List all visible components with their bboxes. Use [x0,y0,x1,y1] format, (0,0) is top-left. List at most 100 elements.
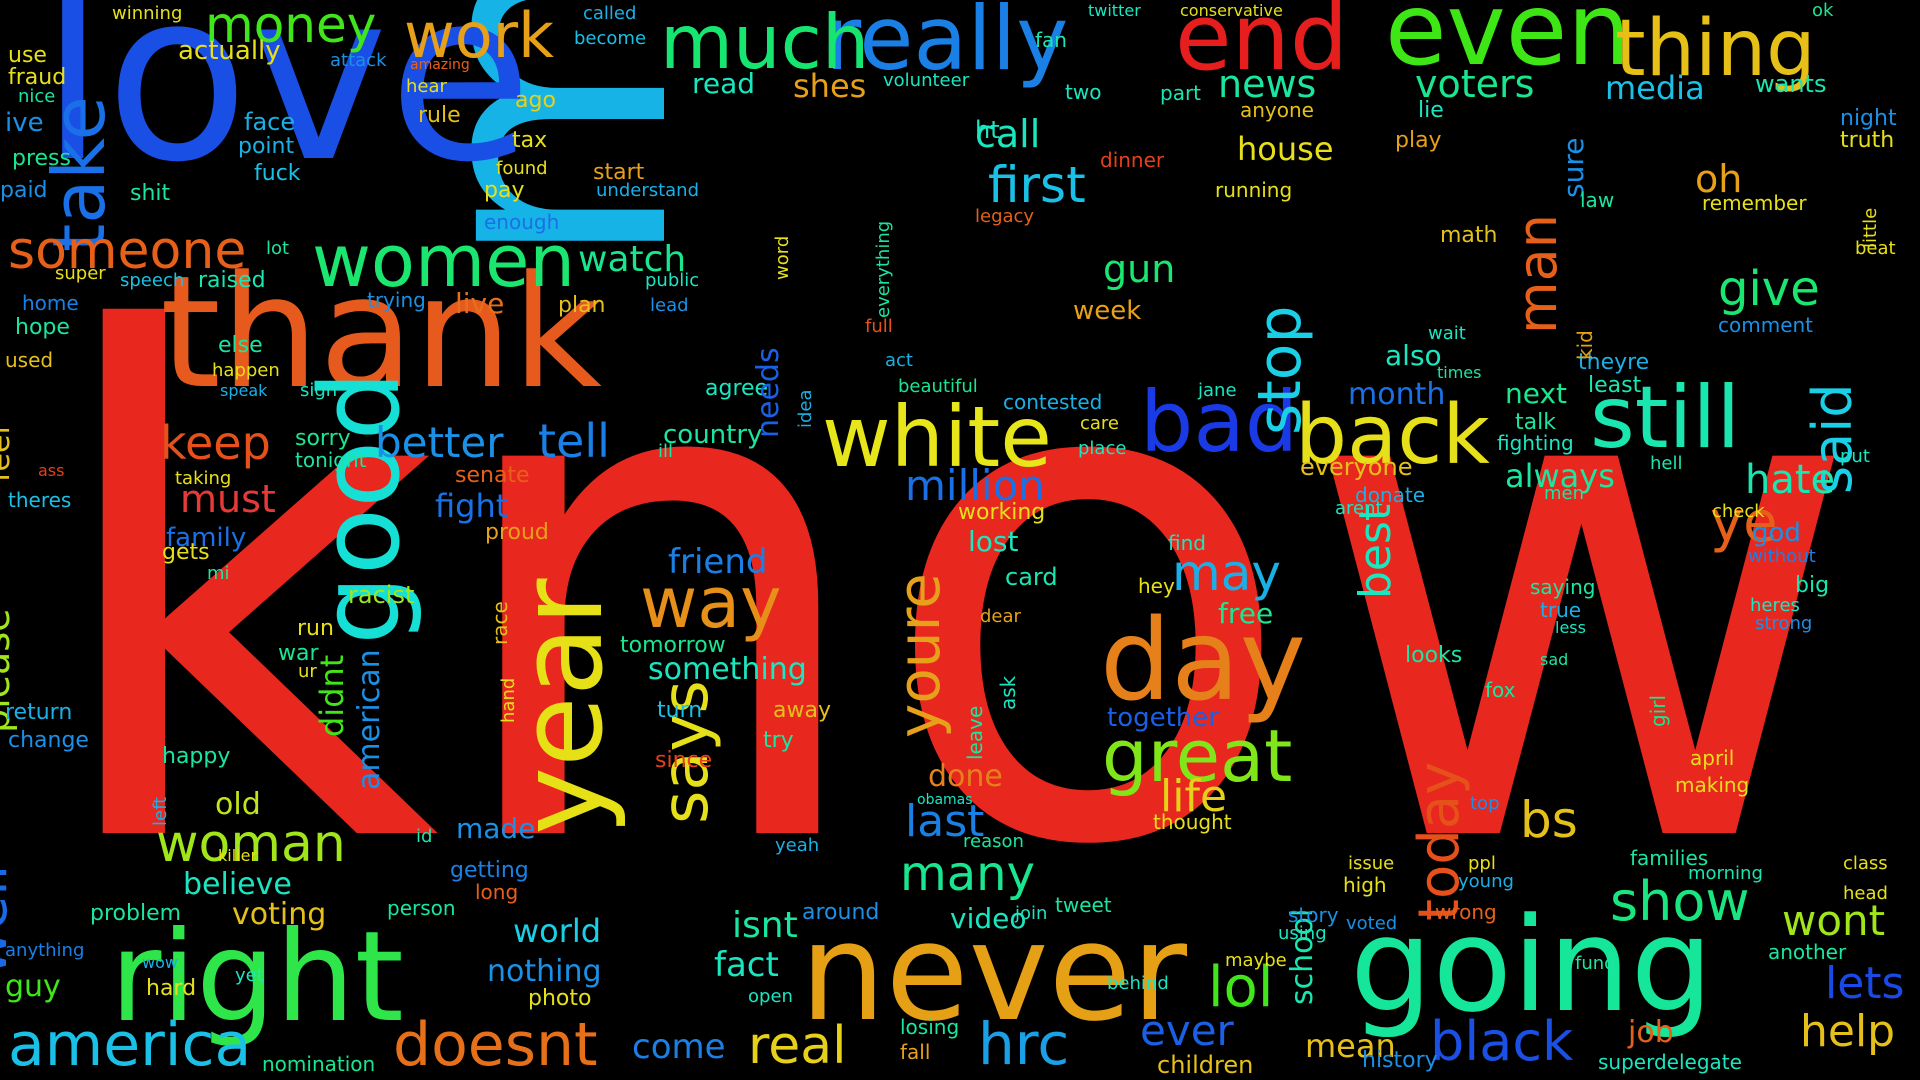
word-amazing: amazing [410,57,470,73]
word-strong: strong [1755,613,1813,634]
word-speak: speak [220,381,268,400]
word-law: law [1580,188,1615,212]
word-hand: hand [498,677,519,723]
word-change: change [8,728,89,753]
word-card: card [1005,563,1058,591]
word-getting: getting [450,858,529,883]
word-try: try [763,728,794,753]
word-ill: ill [658,441,674,462]
word-hrc: hrc [978,1010,1070,1078]
word-news: news [1218,62,1317,106]
word-ago: ago [515,88,556,113]
word-little: little [1860,207,1881,248]
word-bs: bs [1520,791,1578,849]
word-fight: fight [435,487,509,525]
word-always: always [1505,457,1615,495]
word-happy: happy [162,744,231,769]
word-join: join [1015,903,1048,924]
word-hey: hey [1138,574,1175,598]
word-ye: ye [1710,490,1778,555]
word-ass: ass [38,461,65,480]
word-everything: everything [873,220,894,318]
word-put: put [1840,446,1870,467]
word-never: never [800,894,1188,1051]
word-theyre: theyre [1578,350,1650,375]
word-rule: rule [418,103,461,128]
word-girl: girl [1646,694,1670,727]
word-lot: lot [266,238,290,259]
word-big: big [1795,573,1830,598]
word-youre: youre [885,573,953,738]
word-place: place [1078,438,1127,459]
word-women: women [312,219,576,303]
word-fan: fan [1035,28,1067,52]
word-ur: ur [298,661,317,682]
word-everyone: everyone [1300,453,1413,481]
word-real: real [748,1016,847,1076]
word-million: million [905,461,1045,510]
word-love: love [40,0,533,214]
word-month: month [1348,377,1446,412]
word-oh: oh [1695,157,1743,201]
word-issue: issue [1348,853,1395,874]
word-help: help [1800,1006,1896,1057]
word-person: person [387,896,456,920]
word-show: show [1610,870,1750,933]
word-point: point [238,134,295,159]
word-next: next [1505,377,1568,410]
word-voted: voted [1346,913,1398,934]
word-isnt: isnt [732,905,798,946]
word-speech: speech [120,270,185,291]
word-anything: anything [5,940,85,961]
word-come: come [632,1027,726,1067]
word-old: old [215,787,261,822]
word-country: country [663,420,763,450]
word-tell: tell [538,414,610,468]
word-history: history [1362,1048,1438,1073]
word-left: left [150,796,171,826]
word-understand: understand [596,180,700,201]
word-nice: nice [18,86,56,107]
word-actually: actually [178,36,281,66]
word-american: american [352,649,387,790]
word-kid: kid [1573,330,1597,360]
word-trying: trying [367,288,426,312]
word-check: check [1712,501,1765,522]
word-give: give [1718,261,1820,317]
word-theres: theres [8,488,72,512]
word-hear: hear [406,76,447,97]
word-lie: lie [1418,98,1444,123]
word-going: going [1350,889,1714,1041]
word-top: top [1470,793,1500,814]
word-bad: bad [1140,373,1299,471]
word-work: work [404,0,555,72]
word-true: true [1540,598,1582,622]
word-taking: taking [175,468,232,489]
word-young: young [1458,871,1514,892]
word-done: done [928,759,1003,794]
word-sign: sign [300,380,338,401]
word-video: video [950,902,1027,935]
word-way: way [640,562,782,644]
word-war: war [278,641,319,666]
word-paid: paid [0,178,48,203]
word-doesnt: doesnt [393,1010,598,1080]
word-wait: wait [1428,323,1466,344]
word-two: two [1065,80,1102,104]
word-ask: ask [996,675,1020,710]
word-day: day [1100,596,1307,726]
word-without: without [1748,546,1816,567]
word-fact: fact [714,945,779,985]
word-also: also [1385,339,1442,372]
word-april: april [1690,746,1735,770]
word-family: family [166,523,247,553]
word-mean: mean [1305,1027,1396,1065]
word-used: used [5,348,54,372]
word-together: together [1107,703,1219,733]
word-truth: truth [1840,128,1895,153]
word-contested: contested [1003,390,1103,414]
word-conservative: conservative [1180,1,1283,20]
word-back: back [1295,388,1490,483]
word-proud: proud [485,520,549,545]
word-donate: donate [1355,483,1426,507]
